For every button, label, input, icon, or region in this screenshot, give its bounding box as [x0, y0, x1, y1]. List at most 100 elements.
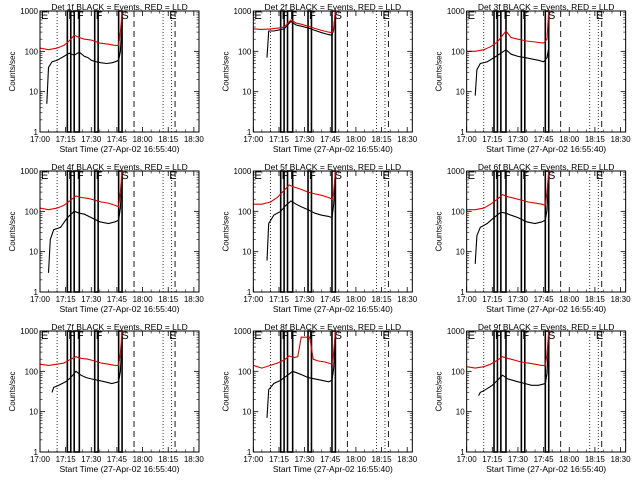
- y-tick-label: 10: [242, 88, 251, 97]
- marker-label: S: [548, 330, 555, 342]
- flare-interval-box: [500, 10, 507, 133]
- y-tick-label: 100: [25, 207, 39, 216]
- marker-label: F: [309, 330, 316, 342]
- events-series-line: [47, 174, 123, 273]
- plot-frame: [39, 10, 200, 133]
- flare-interval-box: [66, 10, 72, 133]
- marker-label: F: [68, 330, 75, 342]
- y-tick-label: 100: [451, 207, 465, 216]
- flare-interval-box: [500, 330, 507, 453]
- x-tick-label: 18:15: [372, 135, 393, 144]
- flare-interval-box: [286, 170, 294, 293]
- x-tick-label: 18:15: [372, 455, 393, 464]
- marker-label: S: [121, 170, 128, 182]
- y-tick-label: 10: [456, 88, 465, 97]
- lld-series-line: [466, 170, 550, 211]
- y-axis-label: Counts/sec: [435, 211, 444, 251]
- x-axis-label: Start Time (27-Apr-02 16:55:40): [59, 304, 179, 314]
- marker-label: F: [290, 170, 297, 182]
- x-tick-label: 18:15: [158, 455, 179, 464]
- flare-interval-box: [286, 10, 294, 133]
- x-tick-label: 17:15: [482, 135, 503, 144]
- x-axis-label: Start Time (27-Apr-02 16:55:40): [486, 144, 606, 154]
- marker-label: E: [254, 330, 261, 342]
- y-tick-label: 1: [34, 288, 39, 297]
- flare-interval-box: [66, 170, 72, 293]
- plot-frame: [252, 170, 413, 293]
- x-tick-label: 17:00: [457, 295, 478, 304]
- marker-label: S: [121, 330, 128, 342]
- x-tick-label: 17:30: [81, 295, 102, 304]
- x-tick-label: 18:00: [346, 295, 367, 304]
- x-tick-label: 18:30: [611, 455, 632, 464]
- x-tick-label: 18:30: [184, 295, 205, 304]
- x-axis-label: Start Time (27-Apr-02 16:55:40): [273, 304, 393, 314]
- y-tick-label: 1: [460, 288, 465, 297]
- marker-label: S: [548, 170, 555, 182]
- marker-label: E: [383, 330, 390, 342]
- marker-label: F: [522, 330, 529, 342]
- x-tick-label: 17:15: [56, 295, 77, 304]
- marker-label: F: [309, 170, 316, 182]
- y-tick-label: 1: [247, 448, 252, 457]
- plot-frame: [252, 330, 413, 453]
- marker-label: E: [468, 10, 475, 22]
- y-tick-label: 1: [460, 128, 465, 137]
- x-axis-label: Start Time (27-Apr-02 16:55:40): [273, 464, 393, 474]
- x-axis-label: Start Time (27-Apr-02 16:55:40): [486, 304, 606, 314]
- y-tick-label: 100: [451, 47, 465, 56]
- flare-interval-box: [493, 10, 499, 133]
- flare-interval-box: [286, 330, 294, 453]
- x-axis-label: Start Time (27-Apr-02 16:55:40): [486, 464, 606, 474]
- y-tick-label: 1000: [20, 7, 38, 16]
- y-tick-label: 1000: [20, 167, 38, 176]
- marker-label: E: [383, 170, 390, 182]
- lld-series-line: [253, 170, 336, 205]
- x-tick-label: 18:00: [559, 455, 580, 464]
- marker-label: S: [335, 330, 342, 342]
- x-tick-label: 17:45: [320, 455, 341, 464]
- plot-frame: [466, 10, 627, 133]
- events-series-line: [474, 48, 550, 96]
- x-axis-label: Start Time (27-Apr-02 16:55:40): [59, 144, 179, 154]
- marker-label: F: [77, 330, 84, 342]
- y-tick-label: 1000: [447, 167, 465, 176]
- y-tick-label: 1000: [234, 7, 252, 16]
- marker-label: F: [96, 10, 103, 22]
- x-tick-label: 18:30: [611, 135, 632, 144]
- x-tick-label: 17:45: [534, 455, 555, 464]
- marker-label: F: [77, 170, 84, 182]
- flare-interval-box: [500, 170, 507, 293]
- lld-series-line: [39, 170, 123, 211]
- events-series-line: [474, 174, 550, 264]
- x-axis-label: Start Time (27-Apr-02 16:55:40): [59, 464, 179, 474]
- y-tick-label: 10: [242, 248, 251, 257]
- plot-frame: [466, 170, 627, 293]
- y-tick-label: 10: [29, 248, 38, 257]
- y-tick-label: 10: [456, 408, 465, 417]
- lld-series-line: [39, 330, 123, 366]
- x-tick-label: 17:00: [30, 295, 51, 304]
- flare-interval-box: [279, 170, 285, 293]
- marker-label: E: [254, 10, 261, 22]
- x-tick-label: 17:45: [107, 295, 128, 304]
- x-tick-label: 18:30: [397, 135, 418, 144]
- chart-title: Det 7f BLACK = Events, RED = LLD: [51, 322, 188, 332]
- x-tick-label: 18:15: [585, 455, 606, 464]
- marker-label: F: [290, 330, 297, 342]
- x-tick-label: 18:30: [184, 135, 205, 144]
- marker-label: S: [335, 170, 342, 182]
- x-tick-label: 18:30: [397, 295, 418, 304]
- marker-label: F: [522, 10, 529, 22]
- y-axis-label: Counts/sec: [435, 371, 444, 411]
- x-tick-label: 17:00: [30, 135, 51, 144]
- y-tick-label: 1: [247, 288, 252, 297]
- y-tick-label: 10: [456, 248, 465, 257]
- chart-title: Det 6f BLACK = Events, RED = LLD: [478, 162, 615, 172]
- marker-label: F: [495, 10, 502, 22]
- x-tick-label: 17:45: [107, 135, 128, 144]
- y-tick-label: 10: [29, 88, 38, 97]
